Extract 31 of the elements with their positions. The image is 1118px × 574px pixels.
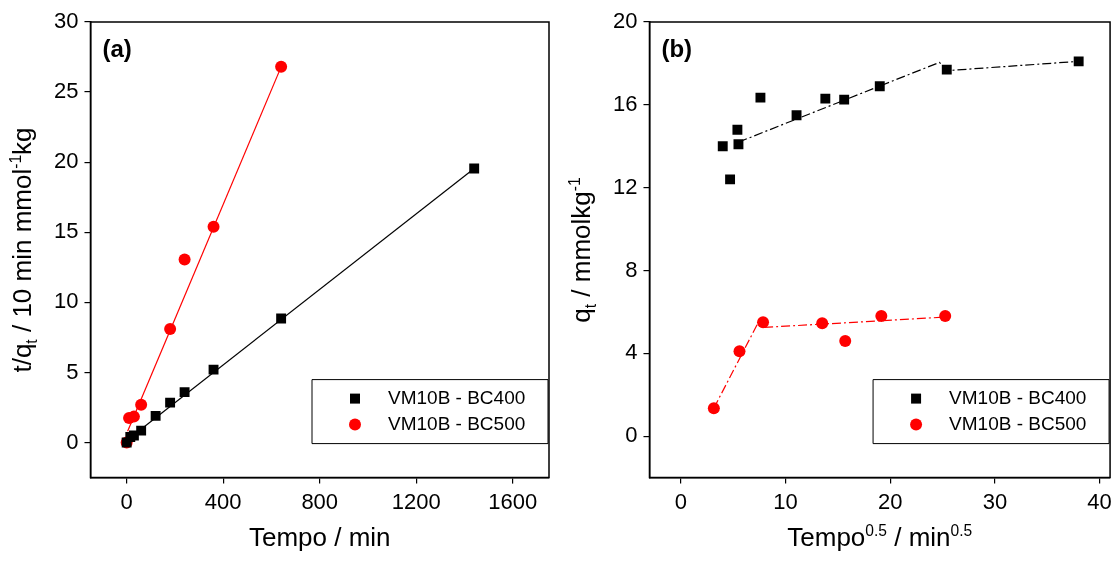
y-tick-label: 0 xyxy=(66,428,79,454)
x-tick-label: 10 xyxy=(773,488,798,514)
x-tick-label: 1200 xyxy=(391,488,441,514)
y-tick-label: 25 xyxy=(53,78,79,104)
y-tick-label: 16 xyxy=(612,90,638,116)
y-tick-label: 20 xyxy=(612,8,638,34)
x-tick-label: 400 xyxy=(204,488,242,514)
legend-label: VM10B - BC400 xyxy=(949,386,1087,408)
x-tick-label: 800 xyxy=(301,488,339,514)
x-tick-label: 1600 xyxy=(488,488,538,514)
x-tick-label: 30 xyxy=(982,488,1008,514)
x-tick-label: 0 xyxy=(674,488,687,514)
y-tick-label: 12 xyxy=(612,173,638,199)
y-tick-label: 8 xyxy=(625,256,638,282)
x-axis-title: Tempo / min xyxy=(248,521,391,553)
legend-label: VM10B - BC500 xyxy=(949,412,1087,434)
y-tick-label: 30 xyxy=(53,8,79,34)
y-tick-label: 15 xyxy=(53,218,79,244)
x-axis-title: Tempo$^{0.5}$ / min$^{0.5}$ xyxy=(787,521,973,553)
legend-label: VM10B - BC500 xyxy=(388,412,526,434)
y-tick-label: 4 xyxy=(625,339,638,365)
annotation: (a) xyxy=(102,34,132,62)
x-tick-label: 0 xyxy=(120,488,133,514)
y-tick-label: 10 xyxy=(53,288,79,314)
annotation: (b) xyxy=(661,34,693,62)
x-tick-label: 40 xyxy=(1087,488,1112,514)
y-tick-label: 0 xyxy=(625,422,638,448)
legend-label: VM10B - BC400 xyxy=(388,386,526,408)
y-tick-label: 20 xyxy=(53,148,79,174)
y-tick-label: 5 xyxy=(66,358,79,384)
x-tick-label: 20 xyxy=(878,488,903,514)
